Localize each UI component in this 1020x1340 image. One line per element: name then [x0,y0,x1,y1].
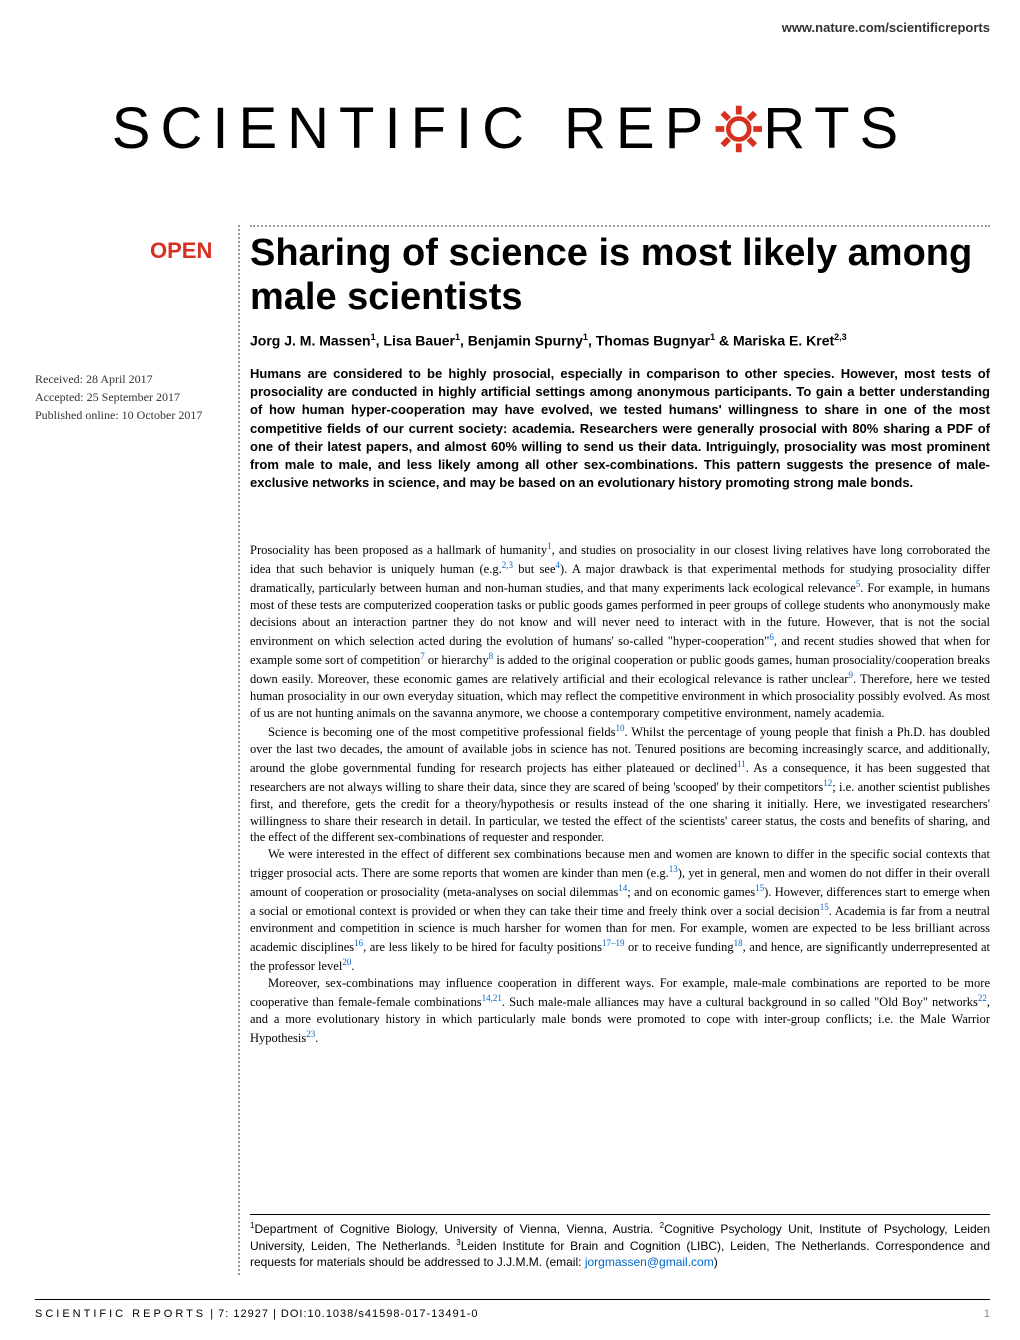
affiliations: 1Department of Cognitive Biology, Univer… [250,1214,990,1270]
body-text: Prosociality has been proposed as a hall… [250,540,990,1047]
published-date: Published online: 10 October 2017 [35,406,202,424]
footer-details: | 7: 12927 | DOI:10.1038/s41598-017-1349… [206,1308,478,1320]
abstract: Humans are considered to be highly proso… [250,365,990,492]
gear-icon [709,100,767,158]
paragraph-3: We were interested in the effect of diff… [250,846,990,975]
publication-dates: Received: 28 April 2017 Accepted: 25 Sep… [35,370,202,424]
article-title: Sharing of science is most likely among … [250,232,990,319]
footer-journal-name: SCIENTIFIC REPORTS [35,1308,206,1320]
open-access-badge: OPEN [150,238,212,264]
logo-text-right: RTS [763,95,908,162]
website-url: www.nature.com/scientificreports [782,20,990,35]
paragraph-4: Moreover, sex-combinations may influence… [250,975,990,1047]
paragraph-2: Science is becoming one of the most comp… [250,722,990,847]
page-number: 1 [984,1308,990,1320]
dotted-border-top [250,225,990,227]
footer: SCIENTIFIC REPORTS | 7: 12927 | DOI:10.1… [35,1299,990,1320]
logo-text-mid: REP [564,95,713,162]
accepted-date: Accepted: 25 September 2017 [35,388,202,406]
received-date: Received: 28 April 2017 [35,370,202,388]
logo-text-left: SCIENTIFIC [112,95,534,162]
authors-list: Jorg J. M. Massen1, Lisa Bauer1, Benjami… [250,332,990,349]
dotted-border-left [238,225,240,1275]
journal-logo: SCIENTIFIC REP RTS [112,95,908,162]
journal-reference: SCIENTIFIC REPORTS | 7: 12927 | DOI:10.1… [35,1308,478,1320]
paragraph-1: Prosociality has been proposed as a hall… [250,540,990,722]
